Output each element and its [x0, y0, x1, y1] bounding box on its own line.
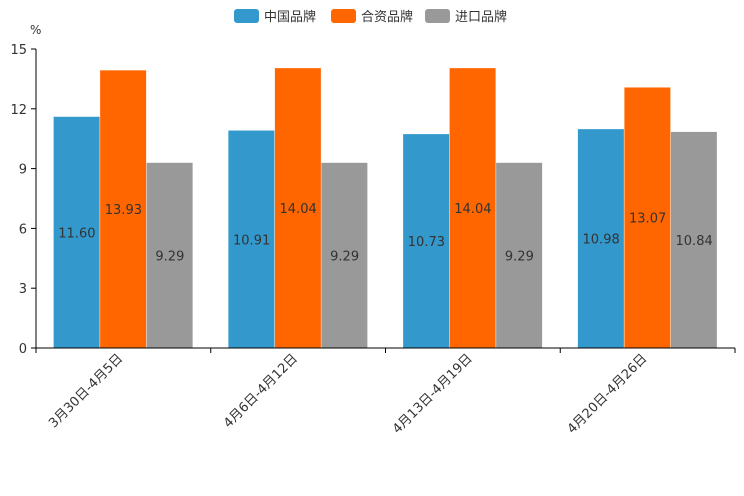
- data-label-3-1: 10.73: [408, 235, 445, 250]
- data-label-3-2: 14.04: [454, 202, 491, 217]
- bars: [53, 68, 717, 349]
- y-tick-label: 15: [10, 43, 27, 58]
- y-tick-label: 9: [19, 163, 27, 178]
- bar-4-1: [577, 129, 624, 348]
- bar-3-1: [403, 134, 450, 348]
- legend: 中国品牌 合资品牌 进口品牌: [234, 9, 507, 25]
- y-tick-label: 12: [10, 103, 27, 118]
- y-tick-label: 6: [19, 222, 27, 237]
- y-axis-unit: %: [30, 23, 41, 37]
- data-label-2-2: 14.04: [280, 202, 317, 217]
- data-label-1-3: 9.29: [155, 249, 184, 264]
- bar-2-1: [228, 130, 275, 348]
- y-tick-label: 3: [19, 282, 27, 297]
- x-tick-label-4: 4月20日-4月26日: [565, 351, 651, 437]
- y-axis: 0 3 6 9 12 15: [10, 43, 37, 357]
- legend-label-1: 中国品牌: [264, 9, 316, 25]
- bar-2-2: [274, 68, 321, 349]
- legend-label-3: 进口品牌: [455, 9, 507, 25]
- data-label-4-1: 10.98: [583, 233, 620, 248]
- legend-swatch-1: [234, 9, 259, 23]
- bar-4-2: [624, 87, 671, 348]
- bar-1-3: [146, 162, 193, 348]
- x-tick-label-1: 3月30日-4月5日: [46, 351, 126, 431]
- x-tick-label-3: 4月13日-4月19日: [390, 351, 476, 437]
- bar-2-3: [321, 162, 368, 348]
- bar-4-3: [670, 131, 717, 348]
- data-label-2-3: 9.29: [330, 249, 359, 264]
- x-axis: 3月30日-4月5日 4月6日-4月12日 4月13日-4月19日 4月20日-4月2…: [35, 347, 736, 437]
- data-label-2-1: 10.91: [233, 233, 270, 248]
- legend-label-2: 合资品牌: [361, 9, 413, 25]
- bar-1-2: [100, 70, 147, 348]
- data-label-1-2: 13.93: [105, 203, 142, 218]
- data-label-3-3: 9.29: [505, 249, 534, 264]
- data-label-4-3: 10.84: [676, 234, 713, 249]
- data-label-1-1: 11.60: [58, 226, 95, 241]
- y-tick-label: 0: [19, 342, 27, 357]
- bar-1-1: [53, 116, 100, 348]
- data-labels: 11.60 13.93 9.29 10.91 14.04 9.29 10.73 14.04 9.…: [58, 202, 712, 264]
- data-label-4-2: 13.07: [629, 212, 666, 227]
- legend-swatch-2: [331, 9, 356, 23]
- bar-3-3: [496, 162, 543, 348]
- x-tick-label-2: 4月6日-4月12日: [221, 351, 301, 431]
- bar-3-2: [449, 68, 496, 349]
- legend-swatch-3: [425, 9, 450, 23]
